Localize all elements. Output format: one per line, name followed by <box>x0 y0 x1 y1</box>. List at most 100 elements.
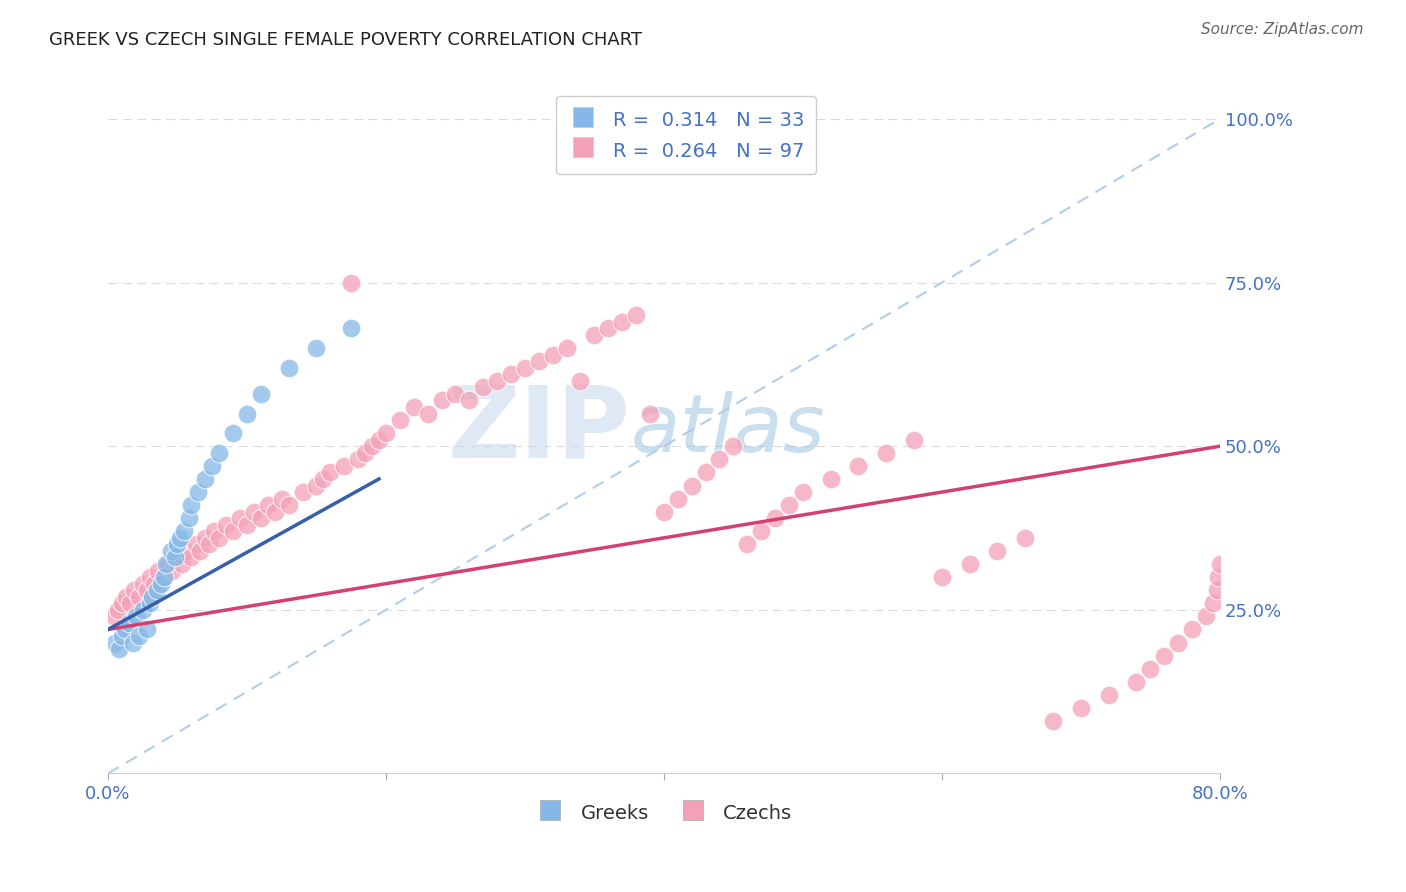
Legend: Greeks, Czechs: Greeks, Czechs <box>529 793 800 832</box>
Point <box>149 576 172 591</box>
Point <box>513 360 536 375</box>
Point <box>201 458 224 473</box>
Point <box>499 368 522 382</box>
Point <box>202 524 225 539</box>
Point <box>208 531 231 545</box>
Point <box>361 439 384 453</box>
Point <box>1195 609 1218 624</box>
Point <box>1181 623 1204 637</box>
Point <box>170 557 193 571</box>
Point <box>142 576 165 591</box>
Point <box>333 458 356 473</box>
Point <box>354 446 377 460</box>
Point <box>374 426 396 441</box>
Point <box>598 321 620 335</box>
Point <box>1206 583 1229 598</box>
Point <box>458 393 481 408</box>
Point <box>236 517 259 532</box>
Point <box>166 537 188 551</box>
Point <box>114 623 136 637</box>
Point <box>135 623 157 637</box>
Point <box>778 498 800 512</box>
Point <box>152 570 174 584</box>
Point <box>128 590 150 604</box>
Point <box>569 374 592 388</box>
Point <box>347 452 370 467</box>
Point <box>263 505 285 519</box>
Point <box>138 570 160 584</box>
Point <box>368 433 391 447</box>
Point <box>277 498 299 512</box>
Point <box>666 491 689 506</box>
Point <box>931 570 953 584</box>
Point <box>120 596 142 610</box>
Point <box>115 590 138 604</box>
Point <box>243 505 266 519</box>
Point <box>472 380 495 394</box>
Point <box>187 485 209 500</box>
Point <box>270 491 292 506</box>
Point <box>277 360 299 375</box>
Text: Source: ZipAtlas.com: Source: ZipAtlas.com <box>1201 22 1364 37</box>
Point <box>155 557 177 571</box>
Point <box>959 557 981 571</box>
Point <box>215 517 238 532</box>
Point <box>184 537 207 551</box>
Point <box>229 511 252 525</box>
Point <box>198 537 221 551</box>
Point <box>1014 531 1036 545</box>
Point <box>291 485 314 500</box>
Point <box>194 531 217 545</box>
Point <box>135 583 157 598</box>
Point <box>128 629 150 643</box>
Point <box>695 466 717 480</box>
Point <box>1139 662 1161 676</box>
Point <box>305 478 328 492</box>
Point <box>132 576 155 591</box>
Point <box>624 309 647 323</box>
Point <box>111 629 134 643</box>
Point <box>555 341 578 355</box>
Text: ZIP: ZIP <box>447 382 630 478</box>
Point <box>486 374 509 388</box>
Point <box>763 511 786 525</box>
Point <box>820 472 842 486</box>
Point <box>709 452 731 467</box>
Point <box>875 446 897 460</box>
Point <box>1209 557 1232 571</box>
Point <box>388 413 411 427</box>
Point <box>159 544 181 558</box>
Point <box>527 354 550 368</box>
Point <box>583 328 606 343</box>
Point <box>194 472 217 486</box>
Text: atlas: atlas <box>630 391 825 469</box>
Point <box>108 642 131 657</box>
Point <box>152 570 174 584</box>
Point <box>340 321 363 335</box>
Text: GREEK VS CZECH SINGLE FEMALE POVERTY CORRELATION CHART: GREEK VS CZECH SINGLE FEMALE POVERTY COR… <box>49 31 643 49</box>
Point <box>208 446 231 460</box>
Point <box>402 400 425 414</box>
Point <box>180 498 202 512</box>
Point <box>103 609 125 624</box>
Point <box>312 472 335 486</box>
Point <box>638 407 661 421</box>
Point <box>319 466 342 480</box>
Point <box>1202 596 1225 610</box>
Point <box>340 276 363 290</box>
Point <box>430 393 453 408</box>
Point <box>138 596 160 610</box>
Point <box>416 407 439 421</box>
Point <box>145 583 167 598</box>
Point <box>146 564 169 578</box>
Point <box>903 433 925 447</box>
Point <box>1153 648 1175 663</box>
Point <box>122 635 145 649</box>
Point <box>160 564 183 578</box>
Point <box>173 524 195 539</box>
Point <box>541 348 564 362</box>
Point <box>792 485 814 500</box>
Point <box>749 524 772 539</box>
Point <box>125 609 148 624</box>
Point <box>1097 688 1119 702</box>
